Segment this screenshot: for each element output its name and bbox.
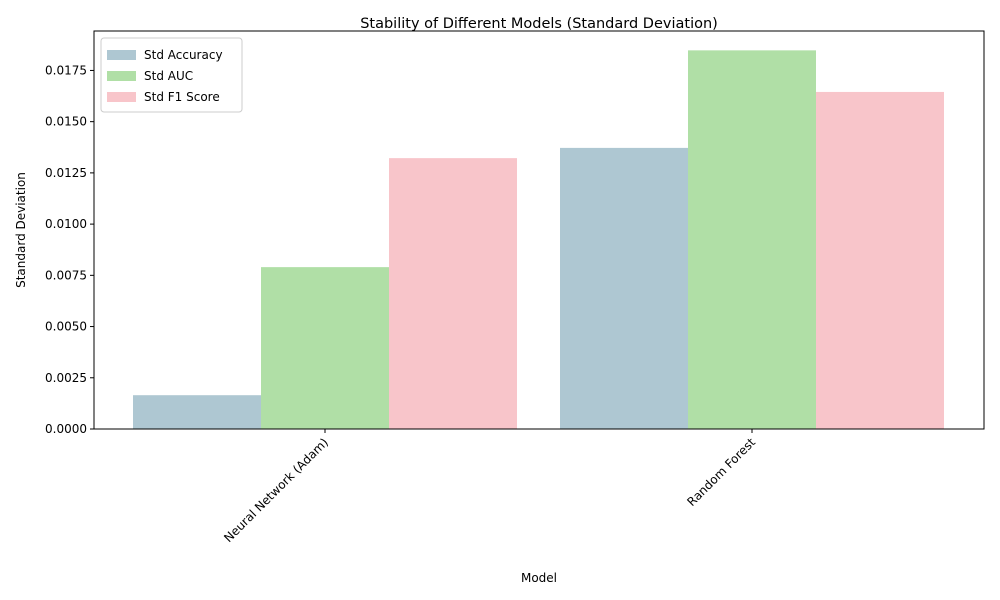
y-axis-label: Standard Deviation: [14, 172, 28, 288]
plot-frame: [93, 30, 985, 430]
y-tick-label: 0.0075: [45, 268, 87, 282]
y-axis-ticks: 0.0000 0.0025 0.0050 0.0075 0.0100 0.0125 0.01…: [45, 63, 94, 436]
bar-std-auc-1: [688, 50, 816, 430]
legend-swatch: [107, 92, 136, 102]
legend: Std Accuracy Std AUC Std F1 Score: [100, 37, 243, 113]
bar-std-auc-0: [261, 267, 389, 429]
y-tick-label: 0.0100: [45, 217, 87, 231]
y-tick-label: 0.0025: [45, 371, 87, 385]
y-tick-label: 0.0000: [45, 422, 87, 436]
y-tick-label: 0.0175: [45, 63, 87, 77]
chart-title: Stability of Different Models (Standard …: [360, 16, 718, 32]
y-tick-label: 0.0125: [45, 166, 87, 180]
bar-std-accuracy-1: [560, 147, 688, 430]
legend-box: [100, 37, 243, 113]
y-tick-label: 0.0050: [45, 320, 87, 334]
bar-std-accuracy-0: [133, 395, 261, 429]
legend-label: Std F1 Score: [144, 90, 220, 104]
legend-swatch: [107, 50, 136, 60]
y-tick-label: 0.0150: [45, 115, 87, 129]
legend-label: Std AUC: [144, 69, 193, 83]
bar-std-f1-score-0: [389, 158, 517, 429]
bars-group: [133, 50, 944, 430]
legend-label: Std Accuracy: [144, 48, 223, 62]
x-axis-label: Model: [521, 571, 557, 585]
bar-std-f1-score-1: [816, 91, 944, 429]
legend-swatch: [107, 71, 136, 81]
